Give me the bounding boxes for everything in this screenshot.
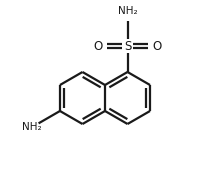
Text: O: O	[152, 39, 161, 53]
Text: O: O	[93, 39, 103, 53]
Text: NH₂: NH₂	[22, 122, 42, 132]
Text: NH₂: NH₂	[118, 6, 137, 16]
Text: S: S	[124, 39, 131, 53]
